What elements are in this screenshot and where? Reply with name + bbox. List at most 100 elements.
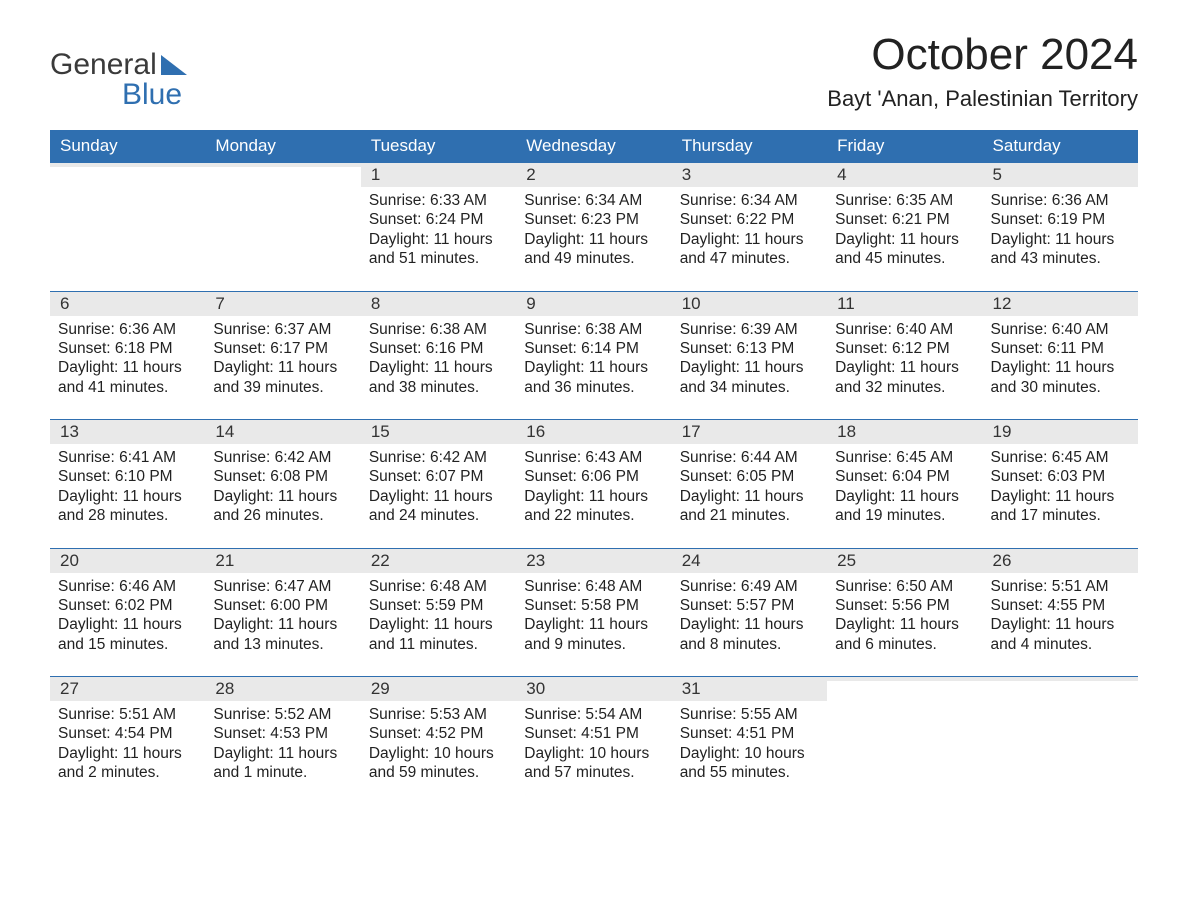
sunrise-label: Sunrise: 6:34 AM [524, 191, 663, 210]
day-number: 25 [837, 551, 856, 570]
daynum-row: 4 [827, 163, 982, 187]
daylight2-label: and 49 minutes. [524, 249, 663, 268]
daynum-row: 1 [361, 163, 516, 187]
sunrise-label: Sunrise: 5:55 AM [680, 705, 819, 724]
day-cell: 20Sunrise: 6:46 AMSunset: 6:02 PMDayligh… [50, 548, 205, 661]
daynum-row: 25 [827, 549, 982, 573]
day-cell: 12 Sunrise: 6:40 AMSunset: 6:11 PMDayligh… [983, 291, 1138, 404]
sunrise-label: Sunrise: 6:44 AM [680, 448, 819, 467]
sunrise-label: Sunrise: 6:33 AM [369, 191, 508, 210]
sunset-label: Sunset: 4:53 PM [213, 724, 352, 743]
daylight2-label: and 1 minute. [213, 763, 352, 782]
daylight2-label: and 28 minutes. [58, 506, 197, 525]
logo-triangle-icon [161, 55, 187, 75]
daylight2-label: and 15 minutes. [58, 635, 197, 654]
sunrise-label: Sunrise: 6:39 AM [680, 320, 819, 339]
day-number: 6 [60, 294, 69, 313]
sunrise-label: Sunrise: 6:35 AM [835, 191, 974, 210]
sunset-label: Sunset: 6:00 PM [213, 596, 352, 615]
dayheader-tuesday: Tuesday [361, 130, 516, 162]
daynum-row: 21 [205, 549, 360, 573]
daylight2-label: and 38 minutes. [369, 378, 508, 397]
sunrise-label: Sunrise: 5:51 AM [58, 705, 197, 724]
day-number: 3 [682, 165, 691, 184]
daylight2-label: and 43 minutes. [991, 249, 1130, 268]
sunset-label: Sunset: 5:58 PM [524, 596, 663, 615]
day-info: Sunrise: 6:42 AMSunset: 6:08 PMDaylight:… [213, 448, 352, 526]
daylight1-label: Daylight: 11 hours [680, 615, 819, 634]
day-info: Sunrise: 6:45 AMSunset: 6:03 PMDaylight:… [991, 448, 1130, 526]
day-info: Sunrise: 6:35 AMSunset: 6:21 PMDaylight:… [835, 191, 974, 269]
day-info: Sunrise: 5:55 AMSunset: 4:51 PMDaylight:… [680, 705, 819, 783]
sunrise-label: Sunrise: 6:50 AM [835, 577, 974, 596]
day-cell: 15Sunrise: 6:42 AMSunset: 6:07 PMDayligh… [361, 419, 516, 532]
daynum-row: 24 [672, 549, 827, 573]
sunset-label: Sunset: 6:02 PM [58, 596, 197, 615]
daynum-row: 8 [361, 292, 516, 316]
day-info: Sunrise: 5:51 AMSunset: 4:54 PMDaylight:… [58, 705, 197, 783]
daylight1-label: Daylight: 10 hours [524, 744, 663, 763]
sunrise-label: Sunrise: 5:51 AM [991, 577, 1130, 596]
day-number: 16 [526, 422, 545, 441]
sunset-label: Sunset: 5:59 PM [369, 596, 508, 615]
day-info: Sunrise: 6:34 AMSunset: 6:23 PMDaylight:… [524, 191, 663, 269]
daylight1-label: Daylight: 10 hours [369, 744, 508, 763]
sunrise-label: Sunrise: 6:45 AM [991, 448, 1130, 467]
day-info: Sunrise: 6:33 AMSunset: 6:24 PMDaylight:… [369, 191, 508, 269]
day-cell: 26Sunrise: 5:51 AMSunset: 4:55 PMDayligh… [983, 548, 1138, 661]
sunrise-label: Sunrise: 5:53 AM [369, 705, 508, 724]
daylight1-label: Daylight: 11 hours [991, 230, 1130, 249]
sunset-label: Sunset: 6:11 PM [991, 339, 1130, 358]
day-info: Sunrise: 5:53 AMSunset: 4:52 PMDaylight:… [369, 705, 508, 783]
daylight2-label: and 8 minutes. [680, 635, 819, 654]
sunset-label: Sunset: 6:17 PM [213, 339, 352, 358]
daynum-row: 22 [361, 549, 516, 573]
day-number: 24 [682, 551, 701, 570]
logo-text-blue: Blue [50, 80, 187, 110]
sunrise-label: Sunrise: 6:38 AM [524, 320, 663, 339]
sunrise-label: Sunrise: 6:34 AM [680, 191, 819, 210]
day-info: Sunrise: 6:40 AMSunset: 6:12 PMDaylight:… [835, 320, 974, 398]
daylight2-label: and 59 minutes. [369, 763, 508, 782]
daylight2-label: and 24 minutes. [369, 506, 508, 525]
daynum-row: 5 [983, 163, 1138, 187]
sunset-label: Sunset: 4:52 PM [369, 724, 508, 743]
day-info: Sunrise: 6:43 AMSunset: 6:06 PMDaylight:… [524, 448, 663, 526]
daylight1-label: Daylight: 11 hours [369, 230, 508, 249]
day-info: Sunrise: 6:38 AMSunset: 6:16 PMDaylight:… [369, 320, 508, 398]
day-cell: 16 Sunrise: 6:43 AMSunset: 6:06 PMDayligh… [516, 419, 671, 532]
daynum-row: 28 [205, 677, 360, 701]
sunset-label: Sunset: 6:06 PM [524, 467, 663, 486]
daylight2-label: and 17 minutes. [991, 506, 1130, 525]
daynum-row: 15 [361, 420, 516, 444]
daylight2-label: and 6 minutes. [835, 635, 974, 654]
day-number: 21 [215, 551, 234, 570]
daynum-row: 30 [516, 677, 671, 701]
day-number: 19 [993, 422, 1012, 441]
day-number: 31 [682, 679, 701, 698]
day-info: Sunrise: 6:40 AMSunset: 6:11 PMDaylight:… [991, 320, 1130, 398]
day-number: 17 [682, 422, 701, 441]
sunset-label: Sunset: 6:14 PM [524, 339, 663, 358]
day-number: 20 [60, 551, 79, 570]
day-number: 2 [526, 165, 535, 184]
day-cell: 2 Sunrise: 6:34 AMSunset: 6:23 PMDaylight… [516, 162, 671, 275]
daylight2-label: and 19 minutes. [835, 506, 974, 525]
daynum-row: 20 [50, 549, 205, 573]
sunset-label: Sunset: 5:56 PM [835, 596, 974, 615]
day-cell: 17Sunrise: 6:44 AMSunset: 6:05 PMDayligh… [672, 419, 827, 532]
day-info: Sunrise: 5:52 AMSunset: 4:53 PMDaylight:… [213, 705, 352, 783]
week-row: 6Sunrise: 6:36 AMSunset: 6:18 PMDaylight… [50, 291, 1138, 404]
dayheader-row: Sunday Monday Tuesday Wednesday Thursday… [50, 130, 1138, 162]
dayheader-monday: Monday [205, 130, 360, 162]
daylight1-label: Daylight: 11 hours [991, 487, 1130, 506]
daynum-row: 10 [672, 292, 827, 316]
daylight1-label: Daylight: 11 hours [213, 615, 352, 634]
daynum-row: 12 [983, 292, 1138, 316]
sunset-label: Sunset: 6:16 PM [369, 339, 508, 358]
daylight1-label: Daylight: 11 hours [524, 615, 663, 634]
logo-text-general: General [50, 50, 157, 80]
day-cell: 6Sunrise: 6:36 AMSunset: 6:18 PMDaylight… [50, 291, 205, 404]
sunrise-label: Sunrise: 6:42 AM [369, 448, 508, 467]
day-number: 10 [682, 294, 701, 313]
